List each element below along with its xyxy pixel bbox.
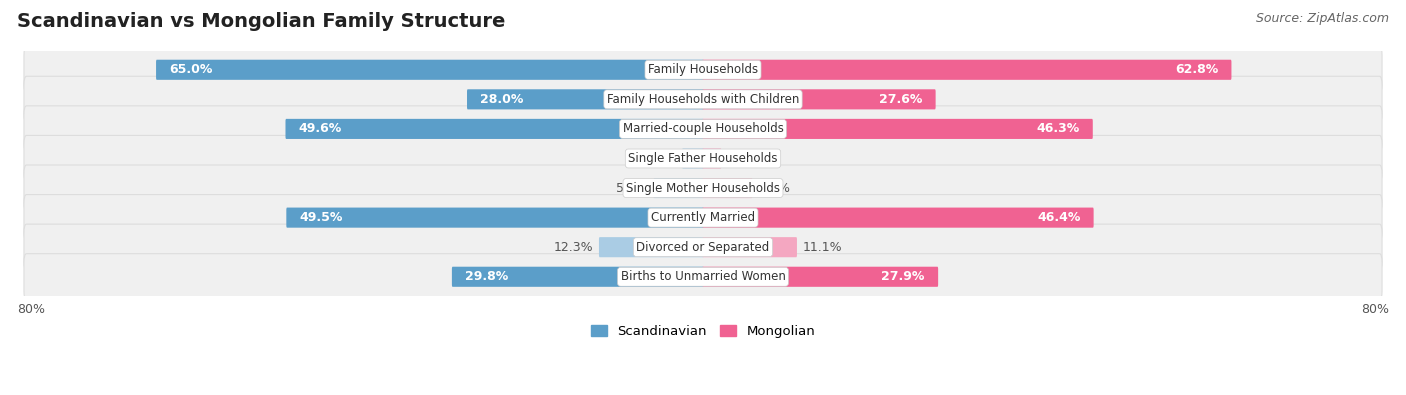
Text: 29.8%: 29.8% [465, 270, 509, 283]
Text: Births to Unmarried Women: Births to Unmarried Women [620, 270, 786, 283]
FancyBboxPatch shape [599, 237, 703, 257]
FancyBboxPatch shape [703, 89, 935, 109]
FancyBboxPatch shape [703, 267, 938, 287]
Text: 27.6%: 27.6% [879, 93, 922, 106]
Legend: Scandinavian, Mongolian: Scandinavian, Mongolian [586, 320, 820, 343]
FancyBboxPatch shape [703, 237, 797, 257]
Text: 46.3%: 46.3% [1036, 122, 1080, 135]
Text: 27.9%: 27.9% [882, 270, 925, 283]
Text: 12.3%: 12.3% [554, 241, 593, 254]
Text: Scandinavian vs Mongolian Family Structure: Scandinavian vs Mongolian Family Structu… [17, 12, 505, 31]
Text: 5.8%: 5.8% [758, 182, 790, 195]
Text: 5.8%: 5.8% [616, 182, 648, 195]
FancyBboxPatch shape [654, 178, 703, 198]
FancyBboxPatch shape [703, 207, 1094, 228]
Text: Family Households with Children: Family Households with Children [607, 93, 799, 106]
Text: 46.4%: 46.4% [1038, 211, 1080, 224]
Text: Currently Married: Currently Married [651, 211, 755, 224]
FancyBboxPatch shape [24, 224, 1382, 270]
FancyBboxPatch shape [24, 135, 1382, 182]
Text: 62.8%: 62.8% [1175, 63, 1218, 76]
FancyBboxPatch shape [285, 119, 703, 139]
FancyBboxPatch shape [24, 47, 1382, 93]
Text: 2.4%: 2.4% [644, 152, 676, 165]
Text: 49.6%: 49.6% [298, 122, 342, 135]
FancyBboxPatch shape [467, 89, 703, 109]
Text: 28.0%: 28.0% [481, 93, 523, 106]
Text: 2.1%: 2.1% [727, 152, 759, 165]
FancyBboxPatch shape [24, 165, 1382, 211]
FancyBboxPatch shape [156, 60, 703, 80]
FancyBboxPatch shape [24, 76, 1382, 122]
FancyBboxPatch shape [24, 254, 1382, 300]
FancyBboxPatch shape [287, 207, 703, 228]
FancyBboxPatch shape [24, 195, 1382, 241]
FancyBboxPatch shape [703, 119, 1092, 139]
FancyBboxPatch shape [682, 149, 703, 169]
FancyBboxPatch shape [703, 60, 1232, 80]
Text: Divorced or Separated: Divorced or Separated [637, 241, 769, 254]
FancyBboxPatch shape [451, 267, 703, 287]
Text: Married-couple Households: Married-couple Households [623, 122, 783, 135]
FancyBboxPatch shape [703, 178, 752, 198]
FancyBboxPatch shape [703, 149, 721, 169]
Text: 49.5%: 49.5% [299, 211, 343, 224]
FancyBboxPatch shape [24, 106, 1382, 152]
Text: Family Households: Family Households [648, 63, 758, 76]
Text: 11.1%: 11.1% [803, 241, 842, 254]
Text: Single Mother Households: Single Mother Households [626, 182, 780, 195]
Text: 65.0%: 65.0% [169, 63, 212, 76]
Text: Source: ZipAtlas.com: Source: ZipAtlas.com [1256, 12, 1389, 25]
Text: Single Father Households: Single Father Households [628, 152, 778, 165]
